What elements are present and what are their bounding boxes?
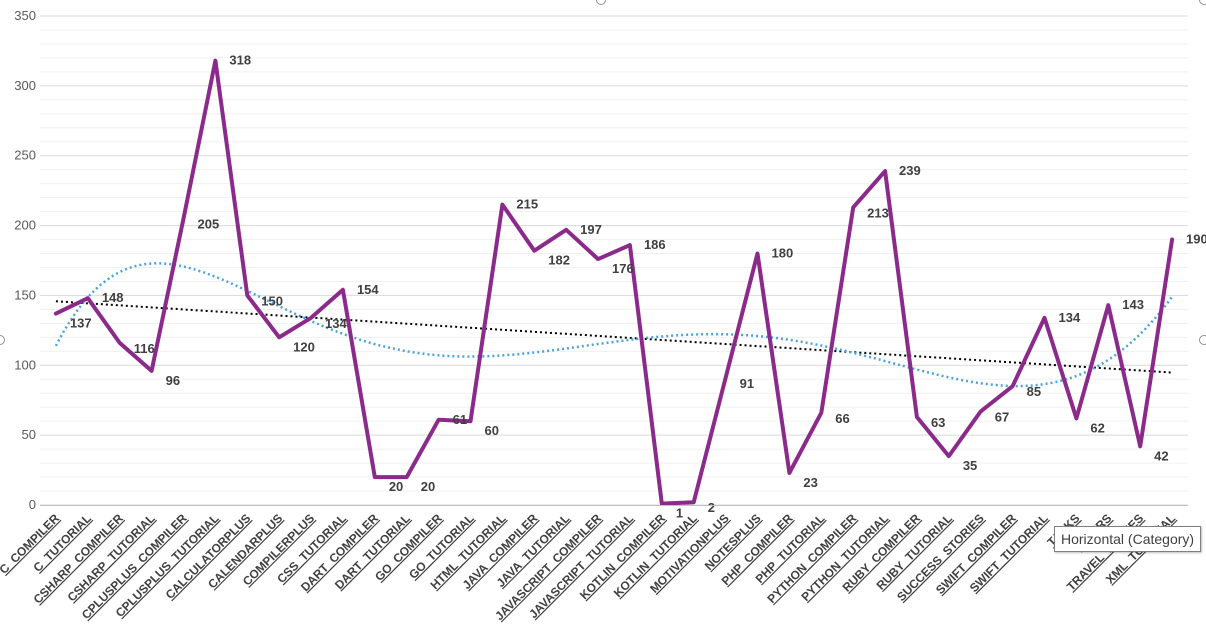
data-label: 176 [612, 261, 634, 276]
data-label: 186 [644, 237, 666, 252]
trendlines [54, 262, 1174, 388]
linear-trendline [55, 300, 1173, 374]
selection-handle-right[interactable] [1199, 335, 1206, 345]
gridlines [40, 15, 1188, 506]
data-label: 66 [835, 411, 849, 426]
y-tick-label: 250 [14, 148, 36, 163]
data-label: 134 [1059, 310, 1081, 325]
data-label: 180 [772, 246, 794, 261]
y-tick-label: 150 [14, 287, 36, 302]
data-label: 60 [485, 423, 499, 438]
selection-handle-top-right[interactable] [1199, 0, 1206, 5]
data-label: 63 [931, 415, 945, 430]
data-label: 143 [1122, 297, 1144, 312]
data-label: 96 [166, 373, 180, 388]
y-tick-label: 50 [22, 427, 36, 442]
data-label: 67 [995, 409, 1009, 424]
y-tick-label: 100 [14, 357, 36, 372]
data-label: 85 [1027, 384, 1041, 399]
data-label: 154 [357, 282, 379, 297]
y-tick-label: 350 [14, 8, 36, 23]
data-label: 20 [389, 479, 403, 494]
axis-tooltip: Horizontal (Category) [1054, 526, 1202, 552]
data-label: 20 [421, 479, 435, 494]
data-label: 120 [293, 339, 315, 354]
polynomial-trendline [54, 262, 1174, 388]
data-series[interactable] [53, 58, 1175, 506]
data-label: 35 [963, 458, 977, 473]
data-label: 2 [708, 500, 715, 515]
data-label: 1 [676, 506, 683, 521]
data-label: 42 [1154, 448, 1168, 463]
data-label: 148 [102, 290, 124, 305]
data-label: 116 [134, 341, 155, 356]
data-label: 62 [1090, 420, 1104, 435]
data-label: 213 [867, 205, 889, 220]
data-label: 182 [548, 253, 570, 268]
data-label: 150 [261, 293, 283, 308]
y-tick-label: 300 [14, 78, 36, 93]
data-label: 197 [580, 222, 602, 237]
data-label: 205 [198, 217, 220, 232]
series-line[interactable] [53, 58, 1175, 506]
data-label: 239 [899, 163, 921, 178]
data-label: 318 [229, 53, 251, 68]
data-label: 137 [70, 316, 92, 331]
data-label: 190 [1186, 232, 1206, 247]
data-label: 61 [453, 412, 467, 427]
data-labels: 137 148 116 96 205 318 150 120 134 154 20 20 61 60 215… [70, 53, 1206, 521]
data-label: 215 [516, 197, 538, 212]
data-label: 23 [803, 475, 817, 490]
y-axis: 0 50 100 150 200 250 300 350 [14, 8, 36, 512]
y-tick-label: 0 [29, 497, 36, 512]
x-axis[interactable]: C_COMPILERC_TUTORIALCSHARP_COMPILERCSHAR… [0, 505, 1188, 624]
data-label: 134 [325, 316, 347, 331]
y-tick-label: 200 [14, 218, 36, 233]
data-label: 91 [740, 376, 754, 391]
